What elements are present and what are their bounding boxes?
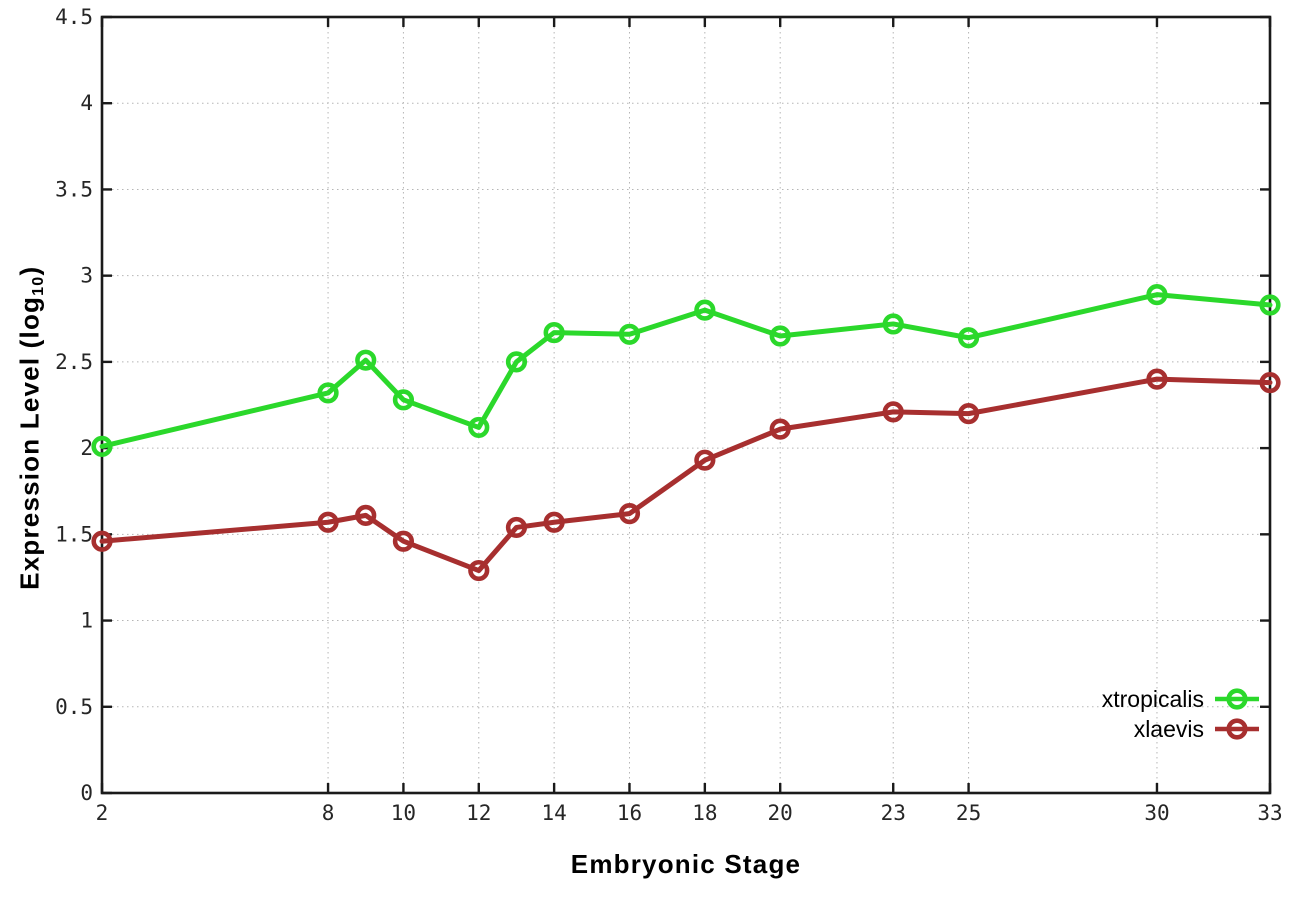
x-tick-label: 20 xyxy=(768,801,793,825)
y-tick-label: 2 xyxy=(80,436,93,460)
data-point-xlaevis xyxy=(882,401,904,423)
y-axis-title-text: Expression Level (log10) xyxy=(14,266,48,590)
y-tick-label: 3.5 xyxy=(55,177,93,201)
y-tick-label: 1.5 xyxy=(55,522,93,546)
x-tick-label: 16 xyxy=(617,801,642,825)
data-point-xtropicalis xyxy=(882,313,904,335)
x-tick-label: 25 xyxy=(956,801,981,825)
x-tick-label: 12 xyxy=(466,801,491,825)
data-point-xlaevis xyxy=(543,511,565,533)
data-point-xlaevis xyxy=(957,403,980,425)
data-point-xtropicalis xyxy=(694,299,716,321)
y-tick-label: 2.5 xyxy=(55,350,93,374)
data-point-xtropicalis xyxy=(1259,294,1281,316)
x-tick-label: 10 xyxy=(391,801,416,825)
data-point-xtropicalis xyxy=(355,349,377,371)
data-point-xlaevis xyxy=(317,511,339,533)
data-point-xlaevis xyxy=(769,418,791,440)
y-axis-title-subscript: 10 xyxy=(28,275,47,297)
plot-border xyxy=(100,15,1272,795)
data-point-xlaevis xyxy=(355,504,377,526)
y-tick-label: 0.5 xyxy=(55,695,93,719)
data-point-xlaevis xyxy=(1146,368,1168,390)
series-line-xtropicalis xyxy=(99,292,1273,449)
legend-label-xtropicalis: xtropicalis xyxy=(1101,685,1204,712)
data-point-xtropicalis xyxy=(317,382,339,404)
x-tick-label: 2 xyxy=(96,801,109,825)
legend-row-xlaevis: xlaevis xyxy=(1134,714,1260,744)
x-axis-title: Embryonic Stage xyxy=(570,849,802,879)
y-axis-title-prefix: Expression Level (log xyxy=(14,296,45,591)
data-point-xtropicalis xyxy=(1146,284,1168,306)
x-tick-label: 23 xyxy=(881,801,906,825)
x-tick-label: 18 xyxy=(692,801,717,825)
legend-sample-xlaevis xyxy=(1215,718,1259,740)
y-tick-label: 4.5 xyxy=(55,5,93,29)
y-axis-title: Expression Level (log10) xyxy=(0,40,62,816)
y-tick-label: 4 xyxy=(80,91,93,115)
y-tick-label: 3 xyxy=(80,264,93,288)
series-line-xlaevis xyxy=(99,376,1273,574)
data-point-xlaevis xyxy=(505,516,528,539)
data-point-xlaevis xyxy=(468,559,490,582)
data-point-xtropicalis xyxy=(91,435,113,457)
legend-label-xlaevis: xlaevis xyxy=(1133,715,1204,742)
data-point-xtropicalis xyxy=(392,389,415,411)
data-point-xlaevis xyxy=(1259,371,1281,394)
legend-circle-marker-icon xyxy=(1226,718,1248,740)
data-point-xtropicalis xyxy=(505,351,528,373)
y-tick-label: 0 xyxy=(80,781,93,805)
y-tick-label: 1 xyxy=(80,609,93,633)
data-point-xlaevis xyxy=(618,503,641,525)
data-point-xtropicalis xyxy=(468,416,490,439)
data-point-xlaevis xyxy=(91,530,113,552)
x-tick-label: 8 xyxy=(322,801,335,825)
legend-row-xtropicalis: xtropicalis xyxy=(1102,684,1260,714)
legend-sample-xtropicalis xyxy=(1215,688,1259,710)
x-tick-label: 33 xyxy=(1257,801,1282,825)
data-point-xlaevis xyxy=(392,530,415,552)
data-point-xtropicalis xyxy=(957,327,980,349)
data-point-xlaevis xyxy=(694,449,716,471)
legend: xtropicalis xlaevis xyxy=(1102,684,1260,744)
x-tick-label: 14 xyxy=(541,801,566,825)
data-point-xtropicalis xyxy=(618,323,641,345)
x-tick-label: 30 xyxy=(1144,801,1169,825)
legend-circle-marker-icon xyxy=(1226,688,1248,710)
data-point-xtropicalis xyxy=(769,325,791,347)
data-point-xtropicalis xyxy=(543,321,565,344)
y-axis-title-suffix: ) xyxy=(14,265,45,276)
